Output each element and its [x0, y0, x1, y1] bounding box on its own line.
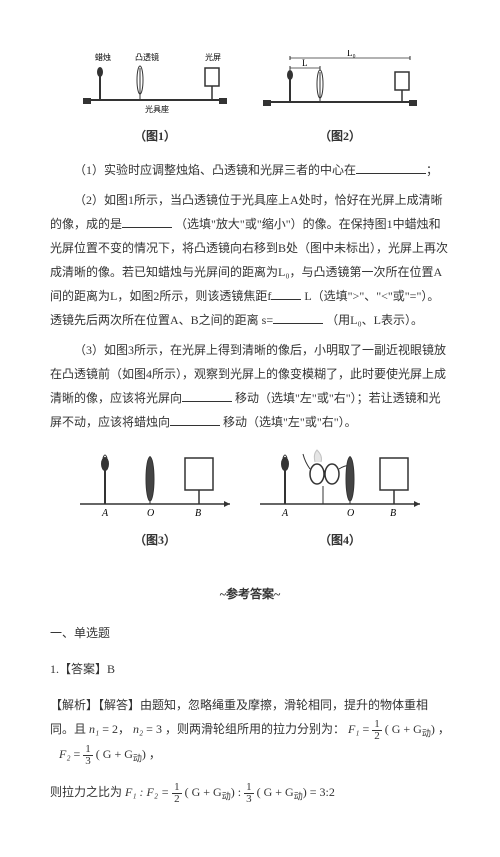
ratio-mid2: ) :	[231, 785, 241, 799]
figure-3-svg: A O B	[75, 444, 235, 524]
label-lens: 凸透镜	[135, 52, 159, 62]
answer-1-analysis: 【解析】【解答】由题知，忽略绳重及摩擦，滑轮相同，提升的物体重相同。且 n₁ =…	[50, 693, 450, 768]
n2v: 3	[156, 722, 162, 736]
f2-frac: 13	[83, 744, 93, 767]
q3-blank1	[182, 389, 232, 402]
f1-terms: ( G + G	[385, 722, 422, 736]
ratio-mid3: ( G + G	[257, 785, 294, 799]
question-1: （1）实验时应调整烛焰、凸透镜和光屏三者的中心在 ；	[50, 158, 450, 182]
f1-close: ) ，	[431, 722, 450, 736]
ratio-end: ) = 3:2	[303, 785, 335, 799]
figure-3: A O B （图3）	[75, 444, 235, 552]
ratio-frac1: 12	[172, 782, 182, 805]
q2-blank1	[122, 215, 172, 228]
figure-1-caption: （图1）	[75, 124, 235, 148]
fig3-B: B	[195, 508, 201, 519]
q3-blank2	[170, 413, 220, 426]
n1: n₁	[89, 722, 99, 736]
figure-2-caption: （图2）	[255, 124, 425, 148]
question-3: （3）如图3所示，在光屏上得到清晰的像后，小明取了一副近视眼镜放在凸透镜前（如图…	[50, 338, 450, 434]
fig4-A: A	[281, 508, 289, 519]
q2-blank2	[271, 287, 301, 300]
fig3-A: A	[101, 508, 109, 519]
analysis-mid: ，则两滑轮组所用的拉力分别为：	[165, 722, 345, 736]
ratio-label: 则拉力之比为	[50, 785, 122, 799]
answer-section-1: 一、单选题	[50, 621, 450, 645]
fig3-O: O	[147, 508, 154, 519]
n1v: 2	[112, 722, 118, 736]
answer-1-ratio: 则拉力之比为 F₁ : F₂ = 12 ( G + G动) : 13 ( G +…	[50, 780, 450, 805]
ratio-frac2: 13	[244, 782, 254, 805]
q1-prefix: （1）实验时应调整烛焰、凸透镜和光屏三者的中心在	[74, 163, 356, 177]
label-rail: 光具座	[145, 104, 169, 114]
label-L: L	[302, 58, 308, 68]
f1-sub: 动	[422, 728, 431, 738]
ratio-sub2: 动	[294, 791, 303, 801]
question-2: （2）如图1所示，当凸透镜位于光具座上A处时，恰好在光屏上成清晰的像，成的是 （…	[50, 188, 450, 332]
q3-c: 移动（选填"左"或"右"）。	[223, 415, 357, 429]
figure-4-svg: A O B	[255, 444, 425, 524]
f1-frac: 12	[372, 719, 382, 742]
ratio-mid1: ( G + G	[185, 785, 222, 799]
answer-1-label: 1.【答案】B	[50, 657, 450, 681]
label-L0: L₀	[347, 50, 356, 58]
figure-4: A O B （图4）	[255, 444, 425, 552]
answer-header: ~参考答案~	[50, 582, 450, 606]
f1-prefix: F₁	[348, 722, 360, 736]
ratio-sub1: 动	[222, 791, 231, 801]
n2: n₂	[133, 722, 143, 736]
q1-blank	[356, 161, 426, 174]
figure-4-caption: （图4）	[255, 528, 425, 552]
f2-eq: =	[74, 747, 81, 761]
f1-eq: =	[362, 722, 369, 736]
ratio-a: F₁ : F₂ =	[125, 785, 169, 799]
figure-row-2: A O B （图3） A O B （图4）	[50, 444, 450, 552]
q1-suffix: ；	[426, 163, 438, 177]
f2-prefix: F₂	[59, 747, 71, 761]
figure-1: 蜡烛 凸透镜 光屏 光具座 （图1）	[75, 50, 235, 148]
label-screen: 光屏	[205, 52, 221, 62]
f2-sub: 动	[133, 754, 142, 764]
f2-terms: ( G + G	[96, 747, 133, 761]
figure-row-1: 蜡烛 凸透镜 光屏 光具座 （图1） L₀ L	[50, 50, 450, 148]
q2-blank3	[273, 311, 323, 324]
fig4-O: O	[347, 508, 354, 519]
figure-2: L₀ L （图2）	[255, 50, 425, 148]
q2-d: （用L₀、L表示）。	[326, 313, 423, 327]
figure-1-svg: 蜡烛 凸透镜 光屏 光具座	[75, 50, 235, 120]
figure-2-svg: L₀ L	[255, 50, 425, 120]
label-candle: 蜡烛	[95, 52, 111, 62]
figure-3-caption: （图3）	[75, 528, 235, 552]
f2-close: ) ，	[142, 747, 161, 761]
fig4-B: B	[390, 508, 396, 519]
